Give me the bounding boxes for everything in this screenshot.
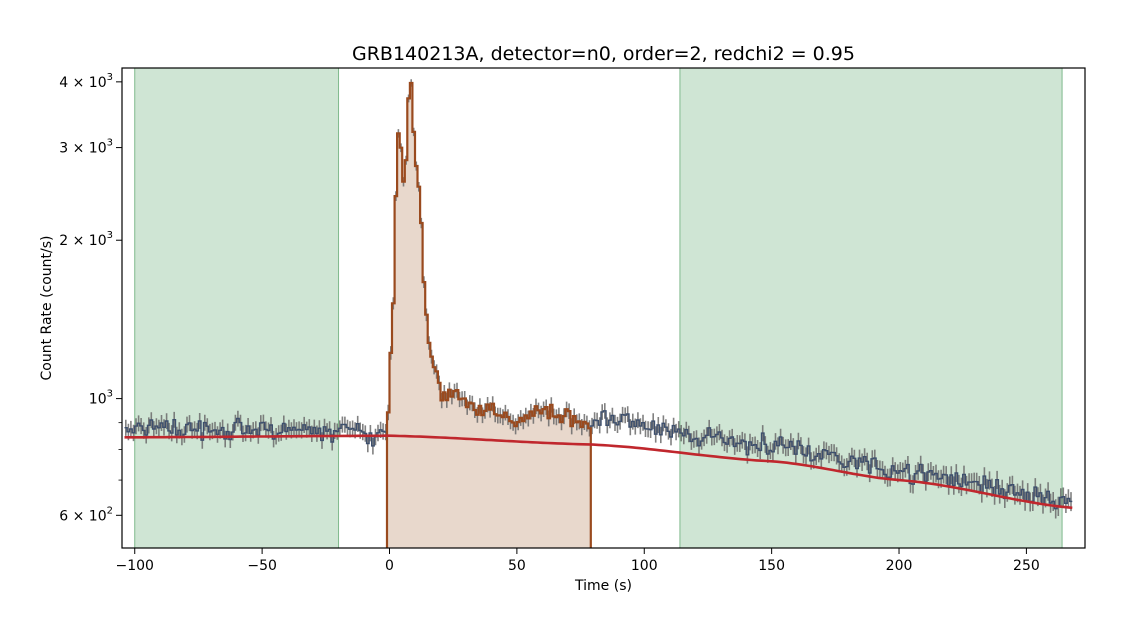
source-interval-fill [387,83,591,548]
source-interval-region [387,83,591,548]
y-tick-label: 3 × 103 [59,138,113,157]
x-tick-label: 100 [631,558,658,574]
background-interval-1 [134,67,340,549]
plot-frame [121,67,1086,549]
x-tick-label: 50 [508,558,526,574]
x-axis-label: Time (s) [574,578,632,594]
x-tick-label: −50 [247,558,277,574]
y-tick-label: 2 × 103 [59,230,113,249]
y-tick-label: 4 × 103 [59,72,113,91]
y-axis-label: Count Rate (count/s) [39,235,55,380]
x-tick-label: 200 [886,558,913,574]
x-tick-label: 0 [385,558,394,574]
axes [121,67,1086,549]
x-tick-label: 150 [758,558,785,574]
chart-title: GRB140213A, detector=n0, order=2, redchi… [352,43,855,65]
background-fit-line [124,434,1073,510]
curves [124,81,1073,548]
y-tick-label: 6 × 102 [59,505,113,524]
tick-marks: −100 −50 0 50 100 150 200 250 6 × 102 103 2 × 103 3… [59,72,1040,574]
source-lightcurve-line [385,81,592,548]
y-tick-label: 103 [89,389,113,408]
x-tick-label: 250 [1013,558,1040,574]
x-tick-label: −100 [116,558,154,574]
